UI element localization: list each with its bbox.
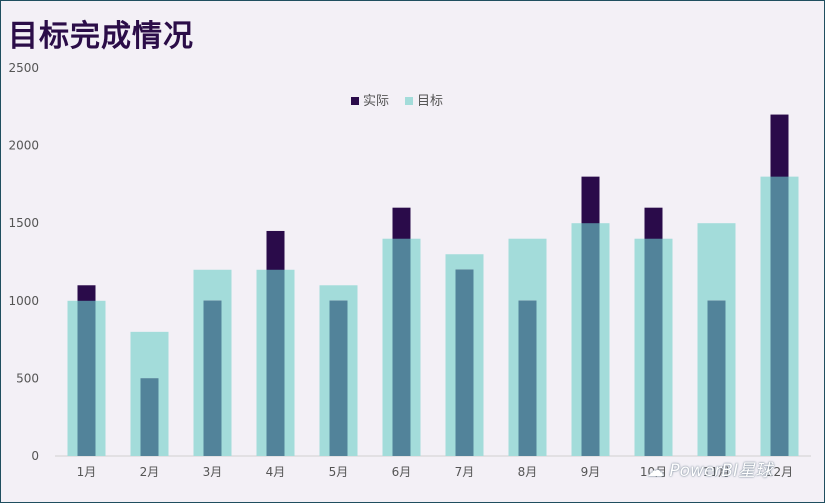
y-tick-label: 1500 [8,216,39,230]
overlap-bar [266,269,285,456]
y-tick-label: 0 [31,449,39,463]
overlap-bar [203,300,222,456]
y-tick-label: 500 [16,371,39,385]
y-tick-label: 1000 [8,294,39,308]
x-tick-label: 7月 [455,465,475,479]
x-tick-label: 5月 [329,465,349,479]
x-tick-label: 2月 [140,465,160,479]
x-tick-label: 1月 [77,465,97,479]
x-tick-label: 3月 [203,465,223,479]
legend-swatch-target [405,97,413,105]
x-tick-label: 12月 [766,465,793,479]
x-tick-label: 8月 [518,465,538,479]
wechat-icon: ☁ [647,461,664,481]
overlap-bar [329,300,348,456]
legend-swatch-actual [351,97,359,105]
legend-label-target: 目标 [417,94,443,109]
legend-label-actual: 实际 [363,94,389,109]
watermark: ☁ PowerBI星球 [647,456,772,481]
x-tick-label: 10月 [640,465,667,479]
overlap-bar [140,378,159,456]
overlap-bar [770,176,789,456]
chart-title: 目标完成情况 [8,19,194,54]
overlap-bar [581,223,600,456]
y-tick-label: 2500 [8,61,39,75]
x-tick-label: 6月 [392,465,412,479]
y-tick-label: 2000 [8,139,39,153]
overlap-bar [644,238,663,456]
x-tick-label: 11月 [703,465,730,479]
overlap-bar [518,300,537,456]
overlap-bar [77,300,96,456]
overlap-bar [707,300,726,456]
x-tick-label: 9月 [581,465,601,479]
watermark-text: PowerBI星球 [669,461,773,481]
overlap-bar [392,238,411,456]
x-tick-label: 4月 [266,465,286,479]
overlap-bar [455,269,474,456]
